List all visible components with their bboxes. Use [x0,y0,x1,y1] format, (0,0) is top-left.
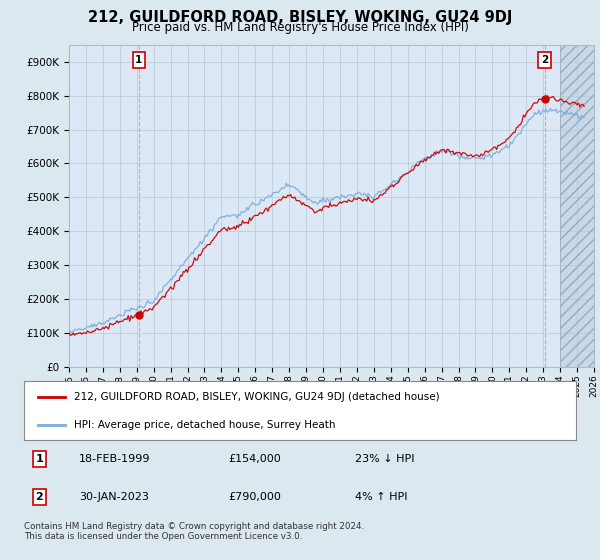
Text: 212, GUILDFORD ROAD, BISLEY, WOKING, GU24 9DJ: 212, GUILDFORD ROAD, BISLEY, WOKING, GU2… [88,10,512,25]
Text: 2: 2 [35,492,43,502]
Text: 4% ↑ HPI: 4% ↑ HPI [355,492,408,502]
Bar [560,45,600,367]
Text: £154,000: £154,000 [228,454,281,464]
Text: 1: 1 [35,454,43,464]
Text: £790,000: £790,000 [228,492,281,502]
Text: Price paid vs. HM Land Registry's House Price Index (HPI): Price paid vs. HM Land Registry's House … [131,21,469,34]
Text: HPI: Average price, detached house, Surrey Heath: HPI: Average price, detached house, Surr… [74,420,335,430]
Text: 2: 2 [541,55,548,65]
Text: 18-FEB-1999: 18-FEB-1999 [79,454,151,464]
Text: 212, GUILDFORD ROAD, BISLEY, WOKING, GU24 9DJ (detached house): 212, GUILDFORD ROAD, BISLEY, WOKING, GU2… [74,392,439,402]
Text: 1: 1 [135,55,142,65]
Bar [560,45,600,367]
Text: 30-JAN-2023: 30-JAN-2023 [79,492,149,502]
Text: 23% ↓ HPI: 23% ↓ HPI [355,454,415,464]
Text: Contains HM Land Registry data © Crown copyright and database right 2024.
This d: Contains HM Land Registry data © Crown c… [24,522,364,542]
